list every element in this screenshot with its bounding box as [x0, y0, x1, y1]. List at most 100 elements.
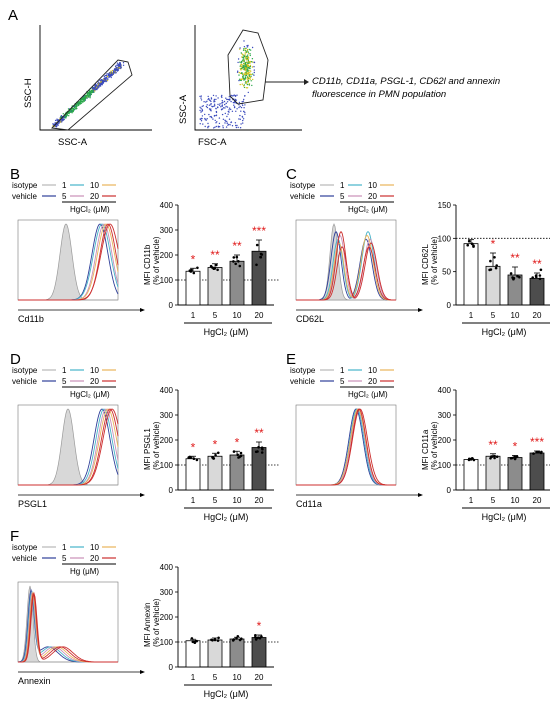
legend-vehicle: vehicle	[12, 192, 37, 201]
y-tick-label: 300	[438, 411, 452, 420]
scatter-point	[221, 113, 224, 116]
scatter-point	[75, 105, 78, 108]
y-tick-label: 300	[160, 226, 174, 235]
histogram-series	[296, 242, 396, 301]
scatter-point	[221, 100, 223, 102]
scatter-point	[203, 101, 205, 103]
bar-20	[251, 250, 267, 306]
data-point	[232, 638, 236, 641]
legend-c5: 5	[340, 192, 345, 201]
scatter-point	[248, 84, 251, 86]
scatter-point	[215, 122, 217, 124]
scatter1-xlabel: SSC-A	[58, 137, 88, 148]
scatter-point	[249, 49, 252, 51]
legend-hg-label: HgCl₂ (μM)	[70, 205, 110, 214]
data-point	[239, 451, 243, 455]
x-tick-label: 20	[255, 496, 264, 505]
scatter2-axes	[194, 25, 302, 131]
legend-c10: 10	[368, 181, 377, 190]
bar-5	[485, 455, 501, 491]
scatter-point	[247, 65, 249, 68]
scatter-point	[249, 54, 251, 57]
caption-line2: fluorescence in PMN population	[312, 89, 446, 100]
scatter-point	[106, 75, 109, 78]
scatter-point	[99, 79, 101, 82]
scatter-point	[245, 72, 247, 74]
bar-10	[229, 638, 245, 668]
y-tick-label: 100	[438, 461, 452, 470]
x-tick-label: 10	[233, 496, 242, 505]
scatter-point	[109, 73, 111, 76]
scatter-point	[239, 118, 241, 121]
scatter-point	[227, 110, 229, 113]
scatter-point	[224, 112, 226, 115]
scatter-point	[62, 113, 64, 115]
scatter-point	[199, 109, 201, 112]
scatter-point	[83, 100, 85, 103]
scatter-point	[215, 114, 218, 116]
y-tick-label: 200	[160, 613, 174, 622]
scatter-point	[206, 100, 208, 103]
scatter-point	[207, 98, 209, 101]
scatter-point	[60, 121, 62, 123]
scatter-point	[218, 104, 221, 106]
data-point	[539, 451, 543, 455]
scatter-point	[65, 114, 67, 117]
scatter-point	[217, 103, 219, 106]
scatter-point	[253, 61, 255, 63]
scatter-point	[91, 87, 94, 89]
data-point	[254, 634, 257, 637]
histogram-series	[296, 408, 396, 486]
data-point	[490, 455, 494, 458]
y-tick-label: 0	[447, 486, 452, 495]
x-tick-label: 10	[233, 311, 242, 320]
scatter-point	[245, 81, 247, 83]
legend-c10: 10	[368, 366, 377, 375]
scatter-point	[201, 117, 203, 120]
y-tick-label: 100	[438, 234, 452, 243]
legend-c1: 1	[62, 366, 67, 375]
scatter-point	[95, 88, 98, 90]
y-tick-label: 0	[447, 301, 452, 310]
data-point	[209, 264, 213, 268]
data-point	[532, 452, 535, 455]
bar-5	[207, 639, 223, 668]
scatter-point	[108, 75, 111, 77]
scatter-point	[208, 104, 211, 106]
data-point	[191, 640, 195, 644]
scatter-point	[200, 97, 202, 99]
data-point	[467, 239, 471, 243]
data-point	[187, 456, 190, 459]
scatter-point	[249, 76, 252, 79]
data-point	[518, 275, 521, 279]
scatter-point	[243, 68, 245, 70]
scatter-point	[103, 75, 106, 78]
histogram-xlabel: CD62L	[296, 314, 324, 324]
bar-10	[229, 260, 245, 306]
scatter-point	[239, 127, 242, 129]
scatter-point	[204, 119, 206, 121]
scatter-point	[248, 74, 251, 76]
scatter-point	[242, 100, 245, 103]
scatter-point	[228, 118, 231, 120]
data-point	[259, 255, 263, 259]
scatter-point	[233, 104, 235, 106]
scatter-point	[214, 105, 216, 107]
scatter-point	[247, 62, 249, 64]
scatter-point	[225, 102, 227, 105]
scatter-point	[239, 65, 241, 67]
scatter-point	[100, 84, 102, 86]
scatter-point	[217, 106, 219, 109]
scatter-point	[242, 118, 245, 120]
data-point	[195, 458, 199, 462]
scatter-point	[91, 89, 93, 92]
scatter-point	[93, 88, 96, 90]
significance-stars: **	[510, 251, 520, 265]
scatter-point	[243, 60, 245, 62]
scatter-point	[252, 73, 254, 75]
data-point	[466, 243, 469, 247]
scatter-point	[58, 122, 60, 124]
scatter-point	[56, 118, 58, 120]
